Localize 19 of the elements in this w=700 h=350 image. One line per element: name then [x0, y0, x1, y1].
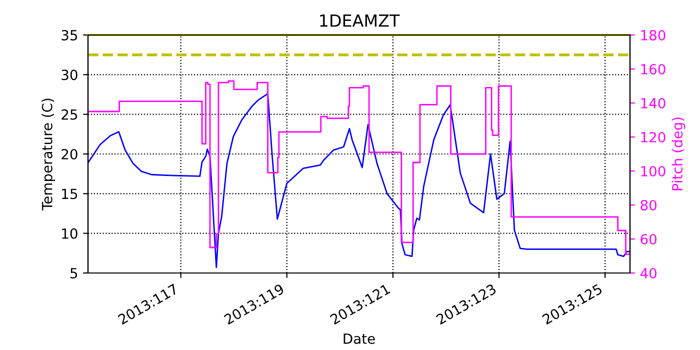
- y-tick-label: 20: [62, 148, 78, 160]
- y-tick-label: 30: [62, 70, 78, 80]
- y-tick-label: 15: [62, 188, 78, 200]
- y-tick-label: 35: [62, 30, 78, 40]
- y2-tick-label: 180: [641, 30, 666, 40]
- y2-tick-label: 60: [640, 234, 656, 244]
- y2-tick-label: 160: [641, 64, 666, 74]
- chart-title: 1DEAMZT: [320, 14, 400, 27]
- y2-axis-title: Pitch (deg): [672, 118, 686, 190]
- y-tick-label: 5: [70, 268, 78, 278]
- y2-tick-label: 100: [641, 166, 666, 176]
- y-axis-title: Temperature (C): [42, 98, 56, 210]
- x-axis-title: Date: [344, 334, 375, 344]
- y-tick-label: 25: [62, 109, 78, 120]
- y2-tick-label: 40: [640, 268, 656, 278]
- y2-tick-label: 140: [641, 98, 666, 108]
- y2-tick-label: 80: [640, 200, 656, 210]
- y2-tick-label: 120: [641, 132, 666, 142]
- y-tick-label: 10: [62, 228, 78, 239]
